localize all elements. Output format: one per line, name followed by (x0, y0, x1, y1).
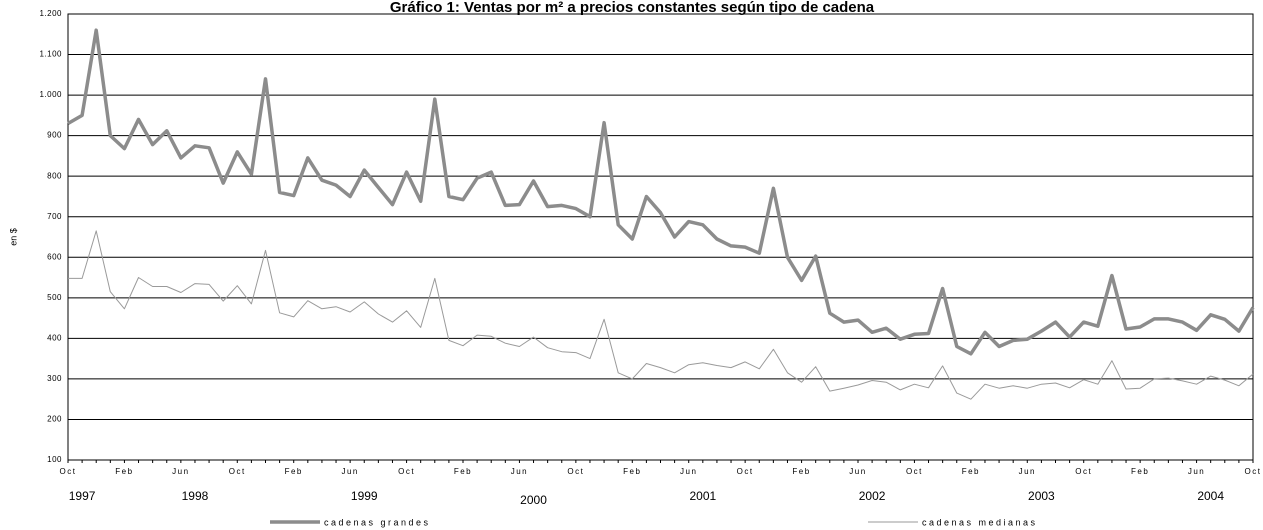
x-tick-label: Jun (1019, 467, 1036, 476)
y-tick-label: 1.200 (39, 9, 62, 18)
y-tick-label: 400 (47, 333, 62, 342)
year-label: 2001 (689, 489, 716, 503)
plot-frame (67, 13, 1254, 461)
legend-label: cadenas medianas (922, 517, 1038, 527)
y-tick-label: 1.100 (39, 50, 62, 59)
year-label: 2002 (859, 489, 886, 503)
y-axis-label: en $ (8, 228, 18, 246)
year-label: 2004 (1197, 489, 1224, 503)
x-tick-label: Oct (1245, 467, 1262, 476)
y-tick-label: 700 (47, 212, 62, 221)
x-tick-label: Oct (567, 467, 584, 476)
x-tick-label: Feb (454, 467, 472, 476)
x-tick-label: Feb (792, 467, 810, 476)
series-line (68, 230, 1254, 400)
x-tick-label: Oct (398, 467, 415, 476)
legend-label: cadenas grandes (324, 517, 431, 527)
x-tick-label: Jun (849, 467, 866, 476)
year-label: 1999 (351, 489, 378, 503)
x-tick-label: Oct (906, 467, 923, 476)
year-label: 2003 (1028, 489, 1055, 503)
x-tick-label: Oct (229, 467, 246, 476)
x-tick-label: Oct (737, 467, 754, 476)
year-label: 1998 (182, 489, 209, 503)
y-tick-label: 1.000 (39, 90, 62, 99)
x-tick-label: Jun (1188, 467, 1205, 476)
x-tick-label: Feb (1131, 467, 1149, 476)
y-tick-label: 900 (47, 131, 62, 140)
x-tick-label: Feb (623, 467, 641, 476)
x-tick-label: Feb (285, 467, 303, 476)
chart-title: Gráfico 1: Ventas por m² a precios const… (390, 0, 875, 16)
y-tick-label: 300 (47, 374, 62, 383)
x-tick-label: Feb (962, 467, 980, 476)
y-tick-label: 200 (47, 415, 62, 424)
year-label: 1997 (69, 489, 96, 503)
series-line (67, 28, 1255, 356)
x-tick-label: Feb (115, 467, 133, 476)
y-tick-label: 100 (47, 455, 62, 464)
x-tick-label: Jun (341, 467, 358, 476)
x-tick-label: Oct (60, 467, 77, 476)
year-label: 2000 (520, 493, 547, 507)
y-tick-label: 500 (47, 293, 62, 302)
y-tick-label: 800 (47, 171, 62, 180)
y-tick-label: 600 (47, 252, 62, 261)
x-tick-label: Oct (1075, 467, 1092, 476)
x-tick-label: Jun (511, 467, 528, 476)
x-tick-label: Jun (172, 467, 189, 476)
x-tick-label: Jun (680, 467, 697, 476)
